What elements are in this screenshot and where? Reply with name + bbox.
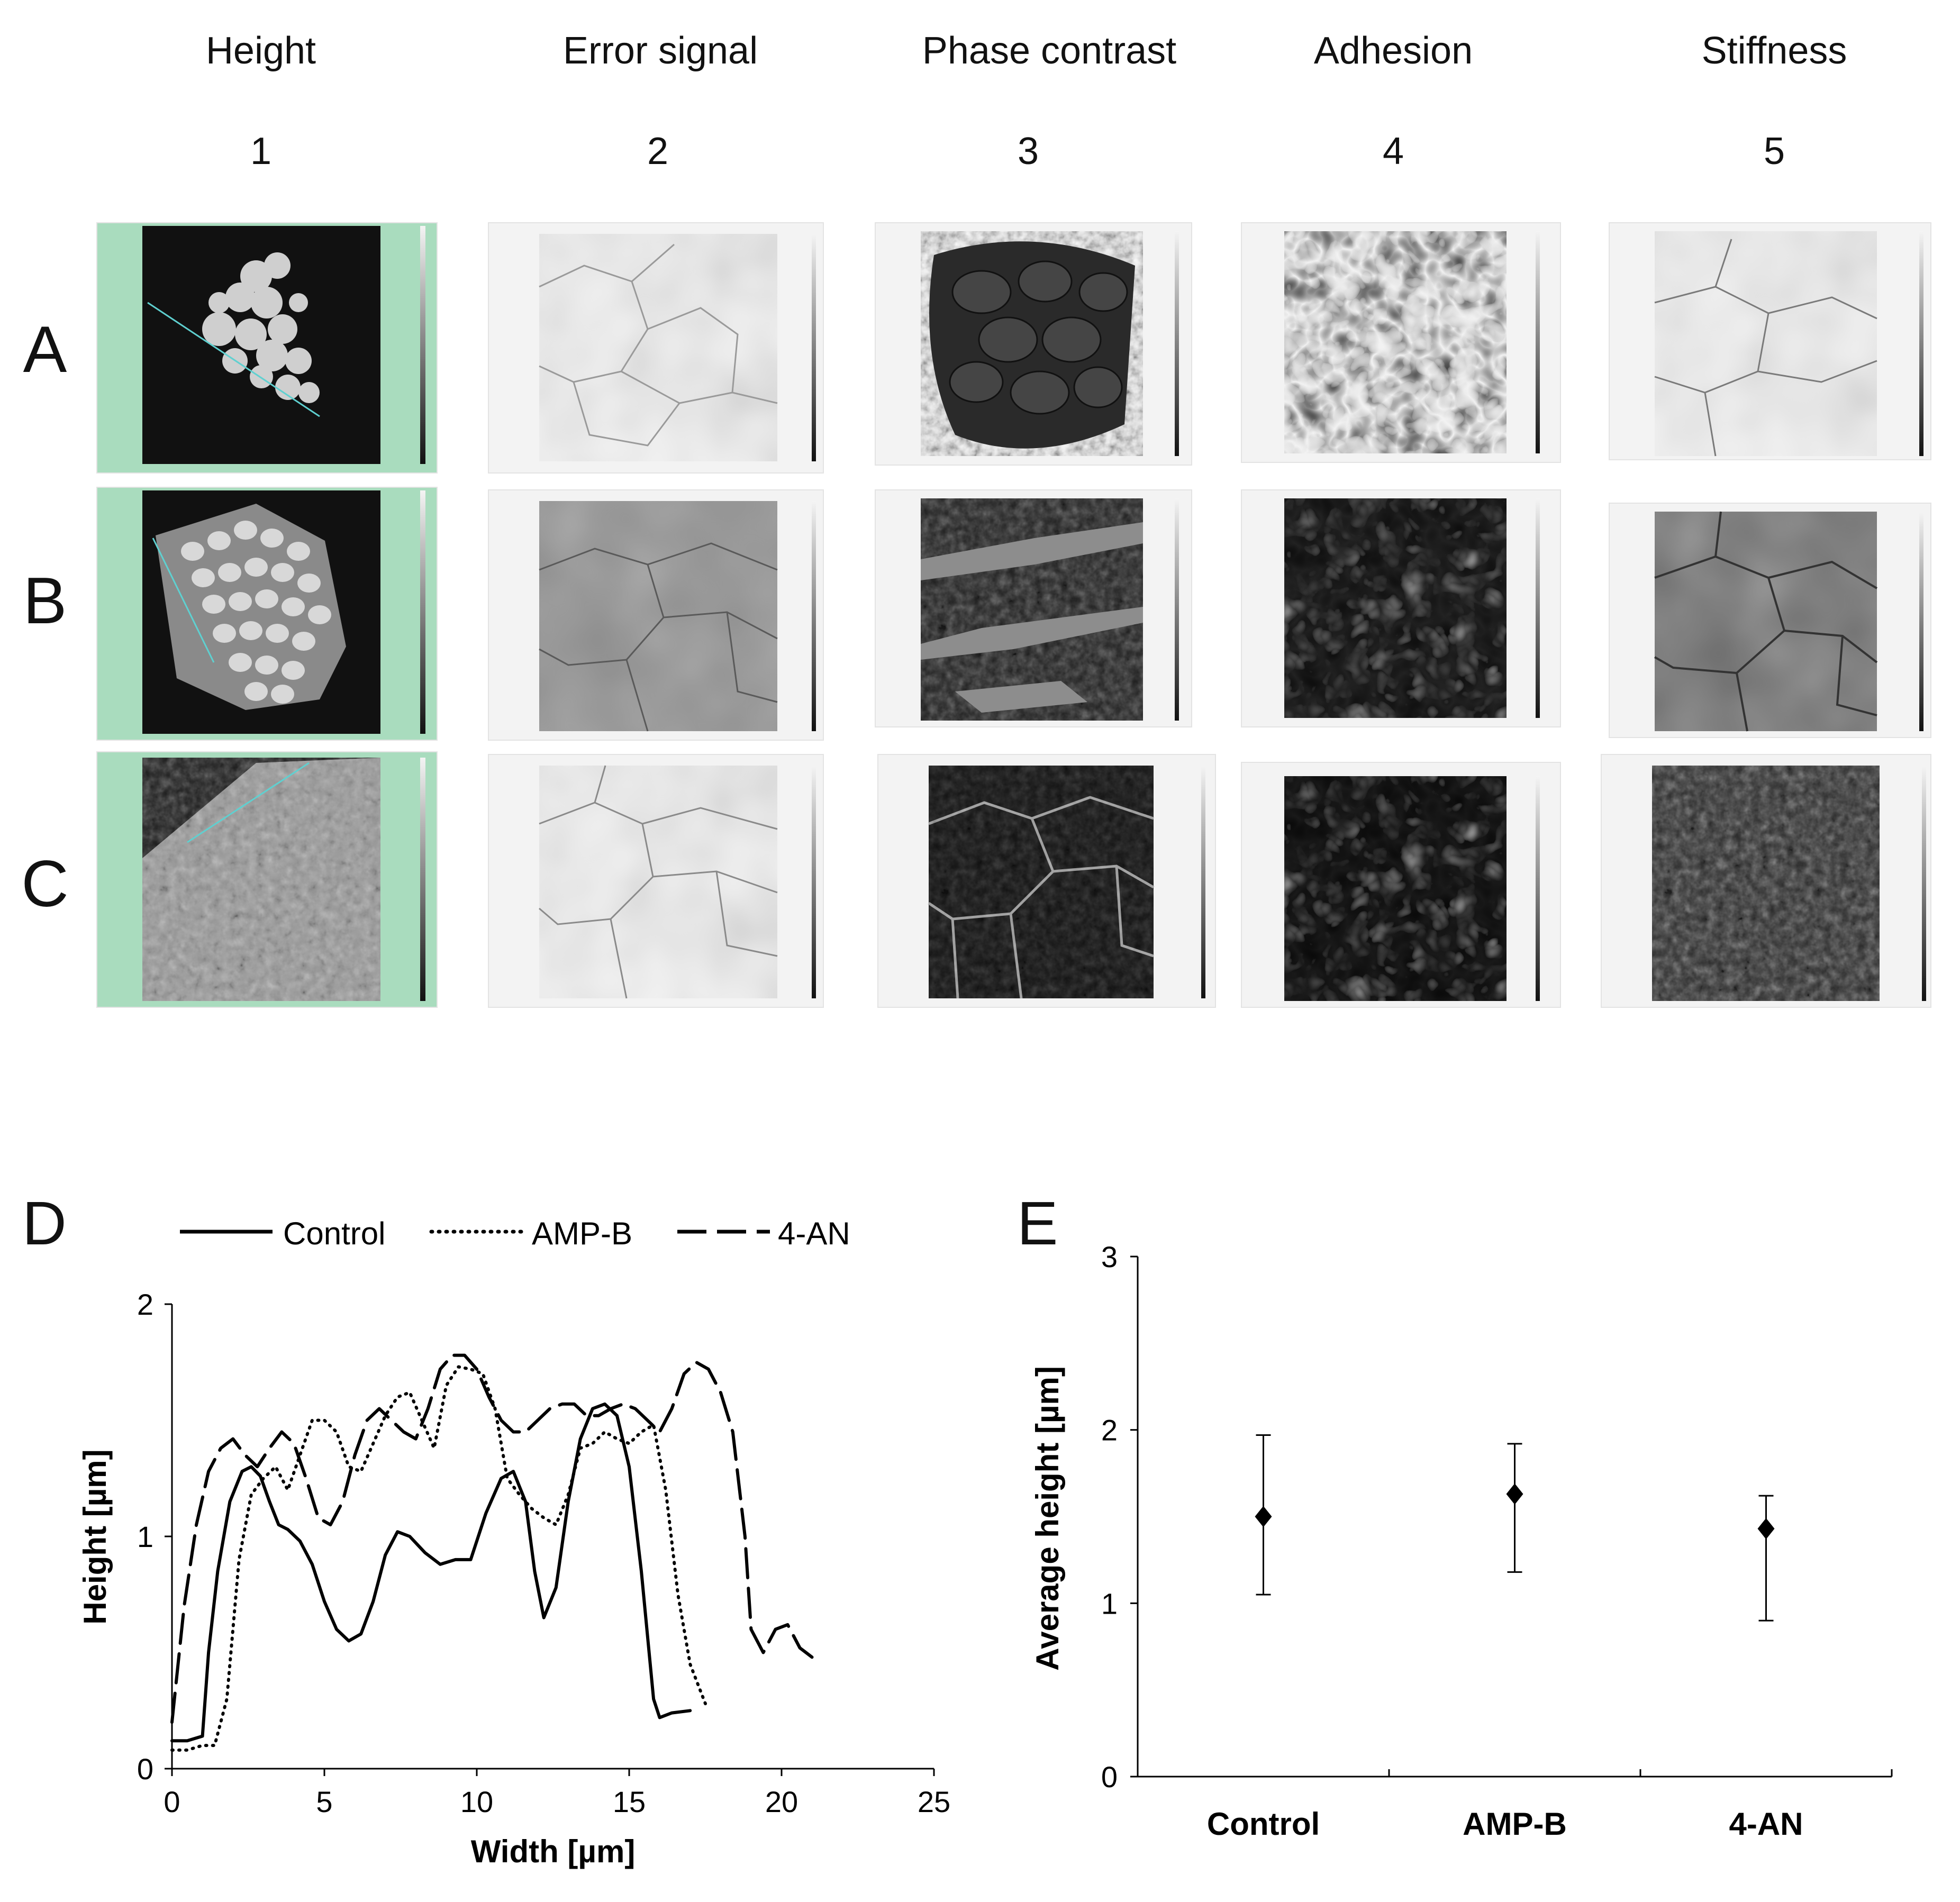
chart-d-x-tick-label: 15 [613,1785,646,1818]
image-a1-height [96,222,438,474]
image-c5-stiffness [1601,754,1931,1008]
chart-d-y-tick-label: 0 [137,1752,153,1786]
row-label-a: A [23,313,67,386]
column-number-4: 4 [1382,130,1404,172]
chart-e-category-label: Control [1207,1806,1320,1842]
image-a5-stiffness [1609,222,1931,460]
series-line-control [170,1402,692,1743]
chart-d-y-tick-label: 2 [137,1288,153,1321]
mean-marker [1255,1506,1272,1527]
chart-d-y-tick-label: 1 [137,1520,153,1553]
column-title-height: Height [205,30,316,72]
chart-d-x-tick-label: 10 [460,1785,493,1818]
image-a3-phase-contrast [875,222,1192,466]
column-number-2: 2 [647,130,669,172]
image-b4-adhesion [1241,489,1561,727]
chart-d-x-tick-label: 20 [765,1785,798,1818]
chart-e-y-tick-label: 1 [1101,1587,1118,1620]
image-b1-height [96,487,438,741]
image-b3-phase-contrast [875,489,1192,727]
column-title-error-signal: Error signal [562,30,758,72]
row-label-c: C [21,848,69,921]
chart-d-legend: Control AMP-B 4-AN [180,1216,850,1251]
series-line-4-an [170,1353,814,1724]
chart-d-height-profile: Control AMP-B 4-AN 0 5 10 15 20 25 0 1 2 Width [… [77,1216,950,1869]
series-line-amp-b [170,1365,707,1752]
image-b5-stiffness [1609,503,1931,738]
image-c3-phase-contrast [877,754,1216,1008]
panel-letter-d: D [22,1189,67,1258]
panel-letter-e: E [1017,1189,1058,1258]
column-number-3: 3 [1017,130,1039,172]
legend-label-amp-b: AMP-B [532,1216,632,1251]
image-c4-adhesion [1241,762,1561,1008]
chart-e-category-label: 4-AN [1729,1806,1803,1842]
chart-d-x-axis-label: Width [µm] [471,1834,636,1869]
legend-label-4-an: 4-AN [778,1216,850,1251]
chart-e-average-height: 0 1 2 3 Control AMP-B 4-AN Average height [µm… [1030,1240,1893,1842]
image-a4-adhesion [1241,222,1561,463]
mean-marker [1757,1518,1775,1540]
chart-e-category-label: AMP-B [1463,1806,1567,1842]
image-b2-error-signal [488,489,824,741]
chart-e-y-axis-label: Average height [µm] [1030,1366,1065,1671]
column-title-phase-contrast: Phase contrast [922,30,1177,72]
chart-d-x-tick-label: 0 [164,1785,180,1818]
chart-e-y-tick-label: 0 [1101,1760,1118,1794]
chart-d-x-tick-label: 25 [918,1785,950,1818]
row-label-b: B [23,565,67,638]
chart-e-y-tick-label: 3 [1101,1240,1118,1273]
mean-marker [1506,1483,1523,1505]
image-c1-height [96,751,438,1008]
chart-d-x-tick-label: 5 [316,1785,332,1818]
column-title-adhesion: Adhesion [1313,30,1473,72]
image-c2-error-signal [488,754,824,1008]
chart-d-y-axis-label: Height [µm] [77,1449,113,1624]
column-number-5: 5 [1763,130,1785,172]
chart-e-y-tick-label: 2 [1101,1414,1118,1447]
image-a2-error-signal [488,222,824,474]
column-title-stiffness: Stiffness [1701,30,1847,72]
legend-label-control: Control [283,1216,385,1251]
column-number-1: 1 [250,130,272,172]
